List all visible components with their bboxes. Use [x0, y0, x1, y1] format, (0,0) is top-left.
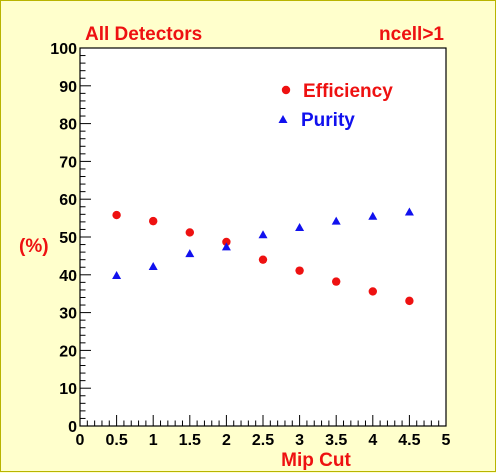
y-tick-label: 100	[50, 41, 77, 58]
y-tick-label: 30	[59, 306, 77, 323]
y-tick-label: 60	[59, 192, 77, 209]
purity-point	[112, 271, 122, 280]
purity-point	[331, 216, 341, 225]
purity-point	[221, 242, 231, 251]
data-points	[112, 207, 414, 306]
efficiency-point	[332, 277, 341, 286]
legend-label-purity: Purity	[301, 110, 355, 131]
efficiency-point	[258, 255, 268, 264]
efficiency-point	[295, 266, 304, 275]
purity-point	[368, 211, 378, 220]
y-tick-label: 70	[59, 154, 77, 171]
y-tick-label: 10	[59, 381, 77, 398]
x-axis-label: Mip Cut	[281, 450, 351, 471]
purity-point	[185, 249, 195, 258]
axis-ticks	[79, 47, 447, 427]
x-tick-label: 4.5	[398, 432, 420, 449]
legend-marker-efficiency	[281, 85, 291, 95]
axis-tick-labels: 0 0.5 1 1.5 2 2.5 3 3.5 4 4.5 50102030405060708090…	[50, 41, 450, 449]
x-tick-label: 0	[76, 432, 85, 449]
efficiency-point	[149, 216, 158, 226]
y-tick-label: 90	[59, 79, 77, 96]
y-tick-label: 0	[68, 419, 77, 436]
purity-point	[295, 223, 305, 232]
purity-point	[404, 207, 414, 216]
x-tick-label: 2	[222, 432, 231, 449]
y-tick-label: 20	[59, 343, 77, 360]
x-tick-label: 1.5	[179, 432, 201, 449]
y-axis-label: (%)	[19, 236, 49, 257]
y-tick-label: 40	[59, 268, 77, 285]
y-tick-label: 80	[59, 117, 77, 134]
chart-title-left: All Detectors	[85, 24, 202, 45]
legend-marker-purity	[278, 115, 288, 123]
efficiency-point	[405, 296, 414, 306]
y-tick-label: 50	[59, 230, 77, 247]
efficiency-point	[222, 237, 231, 247]
x-tick-label: 3	[295, 432, 304, 449]
legend: Efficiency Purity	[278, 81, 393, 131]
efficiency-point	[185, 228, 194, 237]
chart-title-right: ncell>1	[379, 24, 444, 45]
x-tick-label: 5	[442, 432, 451, 449]
x-tick-label: 1	[149, 432, 158, 449]
x-tick-label: 2.5	[252, 432, 274, 449]
efficiency-point	[368, 287, 377, 296]
x-tick-label: 3.5	[325, 432, 347, 449]
purity-point	[148, 261, 158, 270]
efficiency-point	[112, 210, 121, 220]
legend-label-efficiency: Efficiency	[303, 81, 393, 102]
purity-point	[258, 230, 268, 239]
x-tick-label: 0.5	[105, 432, 127, 449]
x-tick-label: 4	[368, 432, 377, 449]
